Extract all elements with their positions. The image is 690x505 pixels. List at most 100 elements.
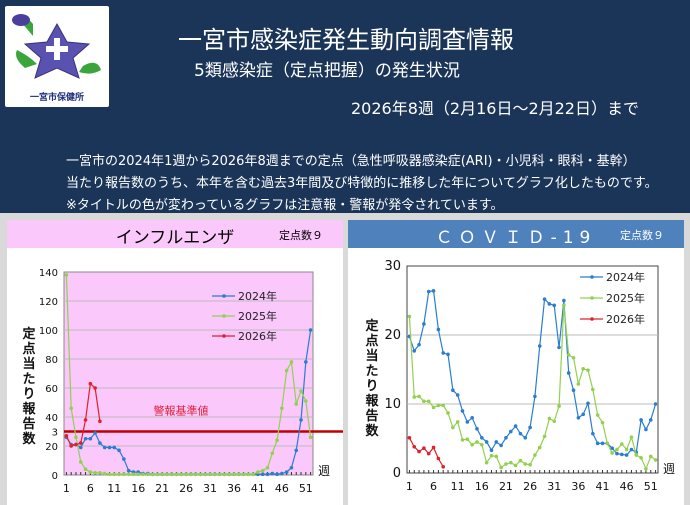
data-point [451,425,455,430]
header-banner: 一宮市保健所 一宮市感染症発生動向調査情報 5類感染症（定点把握）の発生状況 2… [0,0,690,213]
data-point [480,442,484,447]
data-point [571,355,576,360]
data-point [446,411,450,415]
data-point [83,467,88,471]
data-point [308,435,313,440]
data-point [494,454,499,459]
data-point [112,472,117,477]
x-tick-label: 1 [63,482,70,495]
x-tick-label: 51 [644,480,658,493]
x-tick-label: 11 [451,480,465,493]
data-point [508,460,513,465]
x-tick-label: 1 [406,480,413,493]
data-point [465,420,470,424]
data-point [552,303,557,308]
data-point [217,472,222,477]
description-line: 一宮市の2024年1週から2026年8週までの定点（急性呼吸器感染症(ARI)・… [66,154,636,169]
data-point [489,453,494,458]
report-period: 2026年8週（2月16日～2月22日）まで [351,99,639,118]
legend-label: 2025年 [606,291,645,305]
data-point [566,353,571,357]
x-tick-label: 26 [179,482,193,495]
data-point [193,472,198,477]
data-point [246,472,251,477]
influenza-chart-panel[interactable]: インフルエンザ 定点数９ 0 20 3 40 60 80 100 120 140 1 6 11 16 21… [7,220,343,505]
data-point [289,360,294,364]
data-point [93,471,97,475]
data-point [64,434,69,438]
data-point [581,412,585,417]
data-point [304,399,308,403]
data-point [208,472,212,477]
y-tick-label: 100 [39,326,58,337]
data-point [547,416,552,421]
data-point [88,381,93,386]
bellflower-logo-icon [12,14,101,79]
x-tick-label: 46 [275,482,289,495]
x-tick-label: 16 [131,482,145,495]
data-point [513,424,518,428]
data-point [624,453,629,457]
data-point [78,445,83,450]
data-point [552,419,557,424]
data-point [126,468,131,473]
legend-marker [222,314,226,318]
data-point [275,438,279,442]
data-point [441,351,446,355]
x-tick-label: 36 [227,482,241,495]
y-axis-label-char: 定 [21,326,35,342]
data-point [537,344,542,348]
data-point [436,327,441,332]
data-point [78,441,83,445]
data-point [547,302,552,306]
data-point [213,472,217,477]
data-point [499,443,503,448]
data-point [441,464,446,469]
data-point [308,328,313,332]
data-point [653,458,658,462]
data-point [600,420,605,425]
data-point [576,382,581,386]
x-tick-label: 41 [595,480,609,493]
data-point [189,472,193,477]
y-tick-label: 60 [45,384,58,395]
data-point [93,431,97,435]
page-subtitle: 5類感染症（定点把握）の発生状況 [194,61,460,81]
data-point [265,472,270,477]
data-point [513,463,518,468]
data-point [174,472,179,477]
data-point [251,472,255,477]
data-point [69,406,73,411]
data-point [64,273,69,277]
x-tick-label: 16 [475,480,489,493]
legend-marker [222,294,226,298]
data-point [571,388,576,392]
data-point [83,436,88,441]
legend-marker [590,317,594,321]
data-point [586,368,590,372]
x-tick-label: 11 [107,482,121,495]
data-point [446,352,450,357]
x-axis-label: 週 [663,462,675,476]
y-tick-label: 40 [45,413,58,424]
data-point [595,441,600,446]
data-point [451,388,455,392]
data-point [102,471,107,476]
y-axis-label-char: た [365,364,378,379]
data-point [648,454,653,459]
data-point [265,465,270,470]
data-point [504,462,508,466]
data-point [412,395,417,399]
y-tick-label: 80 [45,355,58,366]
data-point [299,389,303,393]
y-axis-label-char: 当 [365,348,378,364]
y-axis-label-char: 告 [22,416,35,432]
data-point [88,436,93,441]
data-point [422,446,426,450]
data-point [256,470,260,474]
data-point [470,416,474,420]
y-tick-label: 3 [52,428,58,439]
data-point [284,470,289,474]
data-point [184,472,188,477]
covid-chart-panel[interactable]: ＣＯＶＩＤ-19 定点数９ 0 10 20 30 1 6 11 16 21 26 31 36 41 46 5… [348,220,684,505]
